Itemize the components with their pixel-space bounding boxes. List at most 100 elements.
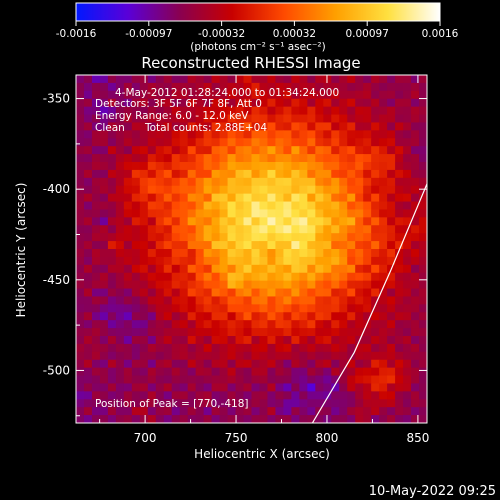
heatmap-cell: [163, 138, 173, 147]
heatmap-cell: [315, 82, 324, 92]
heatmap-cell: [259, 114, 269, 124]
heatmap-cell: [107, 114, 117, 124]
heatmap-cell: [91, 320, 101, 329]
heatmap-cell: [155, 82, 165, 92]
heatmap-cell: [307, 162, 316, 171]
heatmap-cell: [411, 312, 420, 321]
x-tick-label: 700: [134, 431, 157, 445]
heatmap-cell: [243, 296, 253, 305]
heatmap-cell: [91, 90, 101, 100]
heatmap-cell: [315, 98, 324, 108]
heatmap-cell: [347, 375, 356, 385]
heatmap-cell: [387, 209, 396, 218]
heatmap-cell: [275, 407, 285, 416]
heatmap-cell: [243, 320, 253, 329]
heatmap-cell: [395, 336, 404, 345]
heatmap-cell: [115, 336, 125, 345]
heatmap-cell: [195, 162, 205, 171]
heatmap-cell: [171, 391, 181, 400]
heatmap-cell: [267, 233, 277, 242]
heatmap-cell: [403, 304, 412, 313]
heatmap-cell: [419, 185, 427, 195]
heatmap-cell: [76, 106, 85, 116]
heatmap-cell: [99, 162, 109, 171]
heatmap-cell: [107, 201, 117, 211]
heatmap-cell: [139, 138, 149, 147]
heatmap-cell: [403, 106, 412, 116]
heatmap-cell: [99, 336, 109, 345]
heatmap-cell: [179, 407, 189, 416]
heatmap-cell: [331, 343, 340, 353]
heatmap-cell: [155, 280, 165, 290]
heatmap-cell: [187, 241, 197, 250]
heatmap-cell: [83, 351, 93, 361]
heatmap-cell: [283, 193, 292, 203]
heatmap-cell: [83, 82, 93, 92]
heatmap-cell: [195, 351, 205, 361]
heatmap-cell: [163, 249, 173, 258]
heatmap-cell: [147, 130, 157, 139]
heatmap-cell: [323, 312, 332, 321]
heatmap-cell: [203, 106, 213, 116]
heatmap-cell: [387, 328, 396, 337]
heatmap-cell: [291, 106, 300, 116]
heatmap-cell: [275, 312, 285, 321]
heatmap-cell: [211, 154, 221, 163]
heatmap-cell: [355, 106, 364, 116]
heatmap-cell: [363, 138, 372, 147]
heatmap-cell: [139, 399, 149, 408]
heatmap-cell: [283, 146, 292, 155]
heatmap-cell: [323, 399, 332, 408]
heatmap-cell: [371, 296, 380, 305]
heatmap-cell: [163, 375, 173, 385]
heatmap-cell: [411, 209, 420, 218]
heatmap-cell: [179, 225, 189, 234]
heatmap-cell: [235, 98, 245, 108]
heatmap-cell: [411, 375, 420, 385]
heatmap-cell: [403, 146, 412, 155]
heatmap-cell: [379, 177, 388, 187]
heatmap-cell: [411, 201, 420, 211]
heatmap-cell: [211, 272, 221, 282]
heatmap-cell: [203, 359, 213, 369]
heatmap-cell: [131, 375, 141, 385]
heatmap-cell: [243, 249, 253, 258]
heatmap-cell: [155, 75, 165, 84]
heatmap-cell: [107, 256, 117, 266]
heatmap-cell: [411, 122, 420, 131]
heatmap-cell: [243, 304, 253, 313]
heatmap-cell: [347, 415, 356, 423]
heatmap-cell: [419, 114, 427, 124]
heatmap-cell: [203, 241, 213, 250]
heatmap-cell: [179, 209, 189, 218]
heatmap-cell: [339, 193, 348, 203]
heatmap-cell: [355, 383, 364, 392]
heatmap-cell: [163, 185, 173, 195]
heatmap-cell: [163, 241, 173, 250]
heatmap-cell: [155, 264, 165, 274]
heatmap-cell: [227, 407, 237, 416]
heatmap-cell: [331, 162, 340, 171]
heatmap-cell: [347, 264, 356, 274]
heatmap-cell: [275, 106, 285, 116]
heatmap-cell: [107, 328, 117, 337]
heatmap-cell: [99, 391, 109, 400]
heatmap-cell: [395, 415, 404, 423]
heatmap-cell: [171, 169, 181, 179]
heatmap-cell: [403, 241, 412, 250]
heatmap-cell: [291, 320, 300, 329]
heatmap-cell: [107, 154, 117, 163]
heatmap-cell: [171, 343, 181, 353]
heatmap-cell: [155, 146, 165, 155]
heatmap-cell: [131, 122, 141, 131]
heatmap-cell: [371, 359, 380, 369]
heatmap-cell: [251, 249, 261, 258]
heatmap-cell: [83, 225, 93, 234]
heatmap-cell: [187, 130, 197, 139]
heatmap-cell: [379, 256, 388, 266]
heatmap-cell: [211, 336, 221, 345]
heatmap-cell: [139, 169, 149, 179]
heatmap-cell: [219, 367, 229, 377]
heatmap-cell: [147, 375, 157, 385]
heatmap-cell: [259, 272, 269, 282]
